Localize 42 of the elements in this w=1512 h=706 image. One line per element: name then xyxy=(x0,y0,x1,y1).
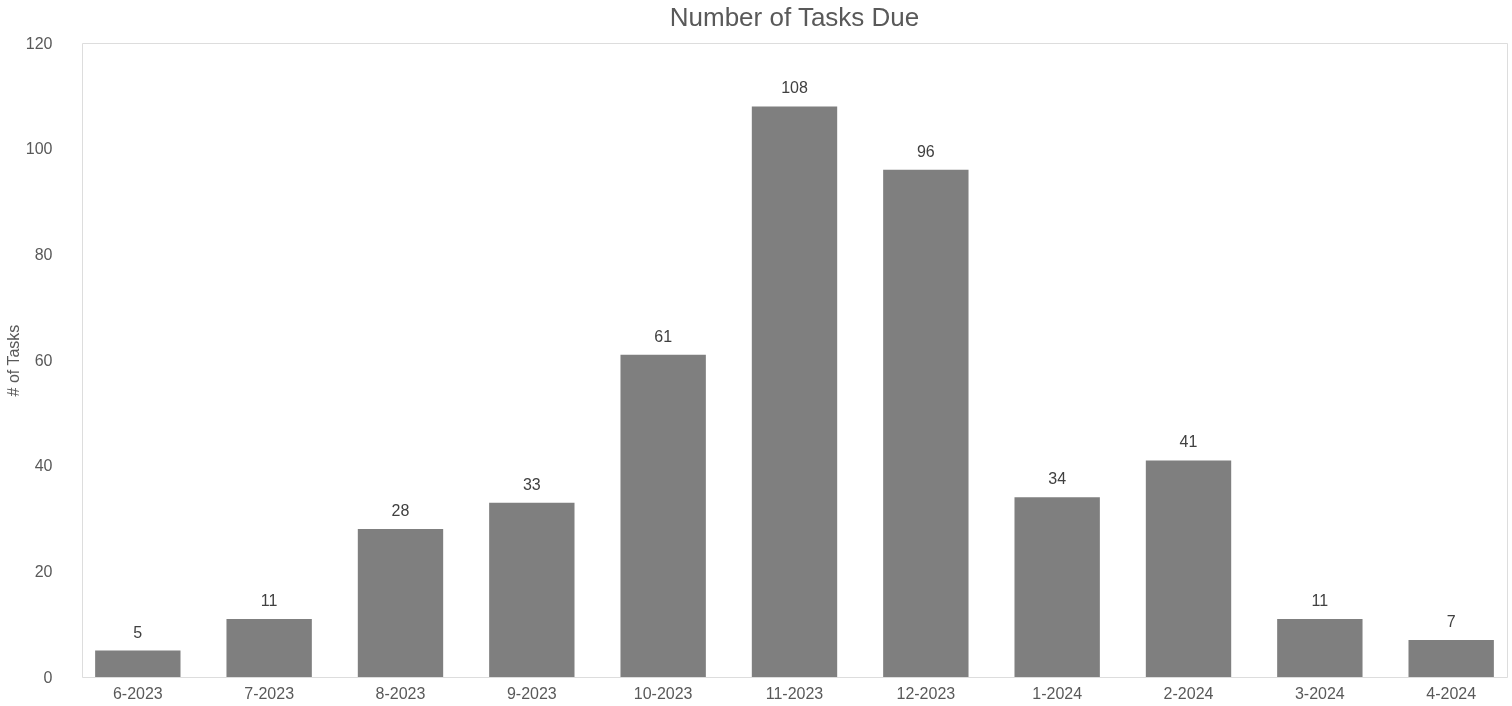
y-tick-label: 80 xyxy=(34,245,53,263)
bar xyxy=(95,650,181,677)
chart-title: Number of Tasks Due xyxy=(669,2,920,32)
bar xyxy=(1408,640,1494,677)
bar xyxy=(489,502,575,677)
x-tick-label: 11-2023 xyxy=(765,684,824,702)
y-tick-label: 40 xyxy=(34,457,53,475)
x-tick-label: 10-2023 xyxy=(633,684,693,702)
data-label: 108 xyxy=(781,79,808,97)
data-label: 33 xyxy=(522,475,541,493)
data-label: 7 xyxy=(1446,613,1456,631)
bar xyxy=(620,354,706,677)
data-label: 5 xyxy=(133,623,143,641)
x-tick-label: 12-2023 xyxy=(896,684,956,702)
y-tick-label: 100 xyxy=(25,140,53,158)
bar xyxy=(883,169,969,677)
x-tick-label: 2-2024 xyxy=(1163,684,1214,702)
data-label: 11 xyxy=(260,591,278,609)
data-label: 41 xyxy=(1179,433,1198,451)
x-tick-label: 7-2023 xyxy=(244,684,295,702)
bar xyxy=(1277,618,1363,677)
bar xyxy=(226,618,312,677)
data-label: 28 xyxy=(391,502,410,520)
x-tick-label: 8-2023 xyxy=(375,684,426,702)
y-tick-label: 60 xyxy=(34,351,53,369)
data-label: 11 xyxy=(1311,591,1329,609)
x-tick-label: 9-2023 xyxy=(506,684,557,702)
x-tick-label: 4-2024 xyxy=(1426,684,1477,702)
bar xyxy=(1145,460,1232,677)
y-tick-label: 20 xyxy=(34,562,53,580)
data-label: 61 xyxy=(654,327,673,345)
bar xyxy=(1014,497,1100,677)
bar xyxy=(357,529,444,677)
x-tick-label: 1-2024 xyxy=(1032,684,1083,702)
x-tick-label: 6-2023 xyxy=(112,684,163,702)
y-tick-label: 0 xyxy=(43,668,53,686)
bar xyxy=(751,106,838,677)
data-label: 96 xyxy=(916,142,935,160)
x-tick-label: 3-2024 xyxy=(1294,684,1345,702)
data-label: 34 xyxy=(1048,470,1067,488)
y-tick-label: 120 xyxy=(25,34,53,52)
y-axis-title: # of Tasks xyxy=(4,324,22,397)
